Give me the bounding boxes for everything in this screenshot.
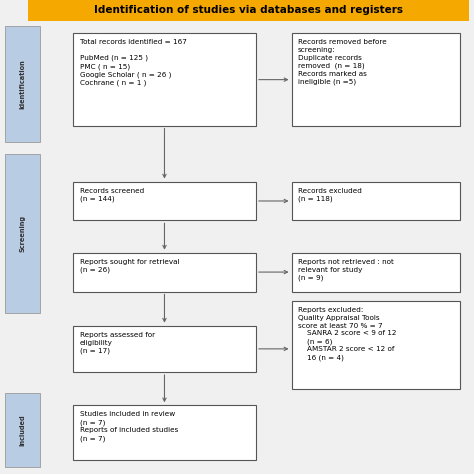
FancyBboxPatch shape xyxy=(5,154,40,313)
Text: Records screened
(n = 144): Records screened (n = 144) xyxy=(80,188,144,202)
Text: Reports excluded:
Quality Appraisal Tools
score at least 70 % = 7
    SANRA 2 sc: Reports excluded: Quality Appraisal Tool… xyxy=(298,307,396,361)
FancyBboxPatch shape xyxy=(73,326,256,372)
FancyBboxPatch shape xyxy=(292,301,460,389)
Text: Records excluded
(n = 118): Records excluded (n = 118) xyxy=(298,188,362,202)
Text: Identification of studies via databases and registers: Identification of studies via databases … xyxy=(94,5,403,15)
FancyBboxPatch shape xyxy=(73,253,256,292)
Text: Identification: Identification xyxy=(19,59,26,109)
FancyBboxPatch shape xyxy=(292,182,460,220)
Text: Reports assessed for
eligibility
(n = 17): Reports assessed for eligibility (n = 17… xyxy=(80,332,155,354)
FancyBboxPatch shape xyxy=(292,33,460,126)
FancyBboxPatch shape xyxy=(73,33,256,126)
FancyBboxPatch shape xyxy=(73,405,256,460)
Text: Studies included in review
(n = 7)
Reports of included studies
(n = 7): Studies included in review (n = 7) Repor… xyxy=(80,411,178,442)
Text: Reports sought for retrieval
(n = 26): Reports sought for retrieval (n = 26) xyxy=(80,259,179,273)
Text: Screening: Screening xyxy=(19,215,26,252)
FancyBboxPatch shape xyxy=(5,26,40,142)
FancyBboxPatch shape xyxy=(5,393,40,467)
Text: Reports not retrieved : not
relevant for study
(n = 9): Reports not retrieved : not relevant for… xyxy=(298,259,393,281)
FancyBboxPatch shape xyxy=(73,182,256,220)
Text: Included: Included xyxy=(19,414,26,446)
FancyBboxPatch shape xyxy=(292,253,460,292)
FancyBboxPatch shape xyxy=(28,0,469,21)
Text: Records removed before
screening:
Duplicate records
removed  (n = 18)
Records ma: Records removed before screening: Duplic… xyxy=(298,39,386,85)
Text: Total records identified = 167

PubMed (n = 125 )
PMC ( n = 15)
Google Scholar (: Total records identified = 167 PubMed (n… xyxy=(80,39,186,86)
